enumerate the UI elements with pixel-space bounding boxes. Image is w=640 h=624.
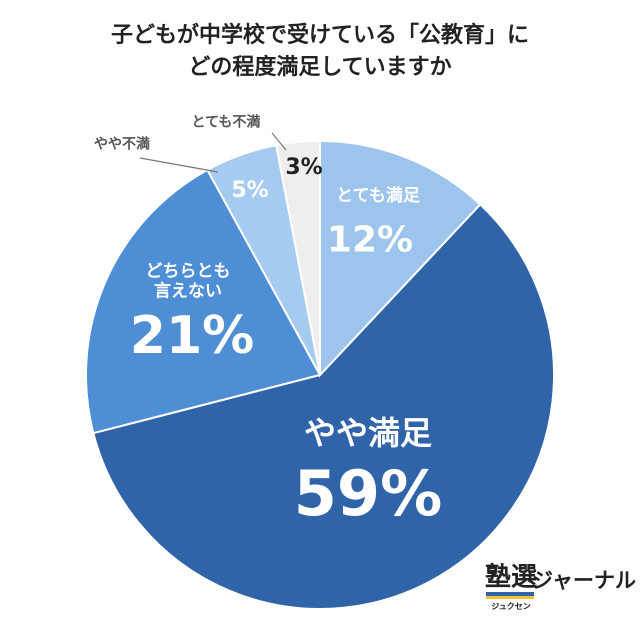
slice-label: とても満足 [336,185,420,206]
value-label: 59% [293,456,443,530]
logo-main: 塾選 [484,562,538,593]
leader-line [139,157,219,173]
slice-label: やや満足 [303,413,433,452]
logo-reading: ジュクセン [491,602,531,612]
slice-label: とても不満 [191,114,261,131]
value-label: 21% [129,305,255,366]
chart-title: どの程度満足していますか [188,54,452,80]
slice-label: やや不満 [94,136,150,153]
chart-title: 子どもが中学校で受けている「公教育」に [110,22,530,48]
value-label: 5% [231,177,269,203]
pie-slice [85,168,322,435]
logo-bar [486,596,534,599]
logo-name: ジャーナル [532,568,636,593]
pie-slice [319,139,482,378]
slice-label: どちらとも言えない [145,261,231,302]
value-label: 3% [285,154,323,180]
pie-slice [92,203,555,610]
leader-line [271,132,287,151]
logo-bar [486,592,534,596]
value-label: 12% [326,219,414,261]
